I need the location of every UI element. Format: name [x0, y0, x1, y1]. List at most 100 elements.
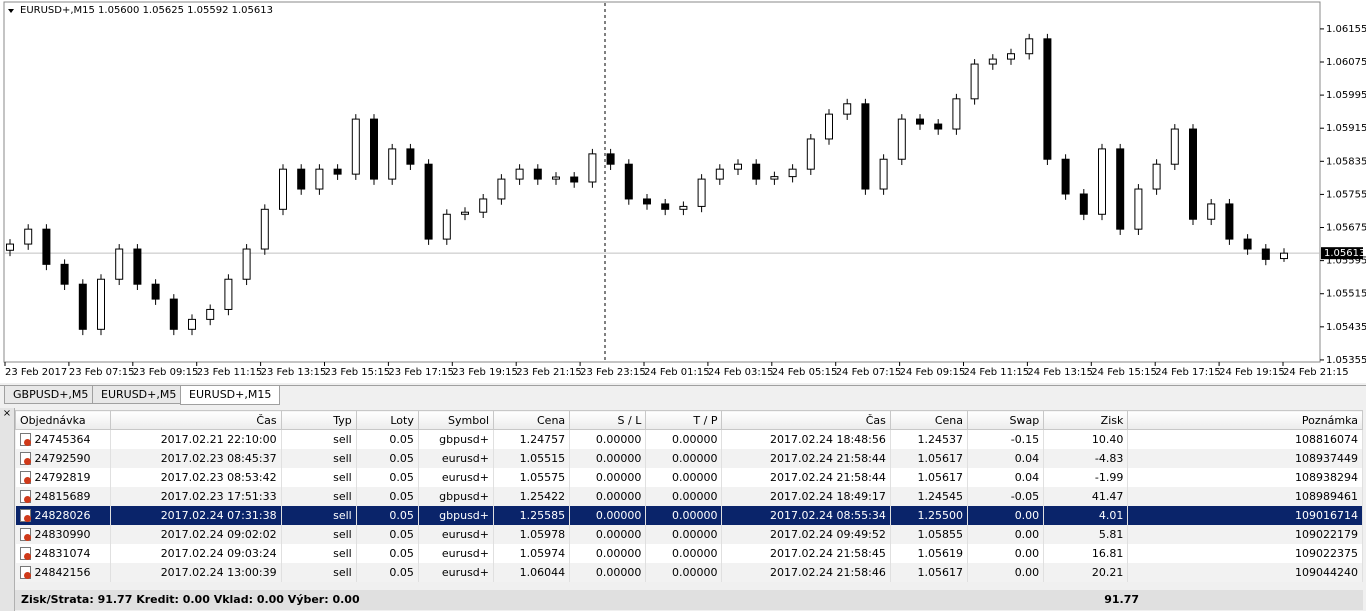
order-row[interactable]: 24745364 2017.02.21 22:10:00 sell 0.05 gbpus…	[15, 429, 1363, 449]
x-tick-label: 24 Feb 17:15	[1155, 367, 1221, 378]
candle-body	[679, 205, 688, 210]
cell-text: sell	[333, 528, 352, 541]
cell-text: 2017.02.24 09:03:24	[160, 547, 277, 560]
cell: 0.00000	[645, 525, 723, 544]
cell: 2017.02.24 21:58:45	[721, 544, 891, 563]
candle-body	[588, 153, 597, 183]
cell-text: sell	[333, 452, 352, 465]
cell-text: 1.24545	[917, 490, 964, 503]
x-tick-label: 23 Feb 19:15	[452, 367, 518, 378]
cell: 2017.02.24 08:55:34	[721, 506, 891, 525]
order-row[interactable]: 24828026 2017.02.24 07:31:38 sell 0.05 gbpus…	[15, 506, 1363, 525]
cell: -0.15	[967, 429, 1045, 449]
tab[interactable]: EURUSD+,M5	[92, 386, 186, 404]
tab[interactable]: GBPUSD+,M5	[4, 386, 98, 404]
column-header[interactable]: Loty	[355, 410, 419, 430]
cell: 2017.02.21 22:10:00	[110, 429, 282, 449]
cell-text: 1.06044	[519, 566, 566, 579]
cell-text: 2017.02.21 22:10:00	[160, 433, 277, 446]
candle-body	[916, 118, 924, 125]
cell: 108938294	[1127, 468, 1363, 487]
column-header[interactable]: Cena	[493, 410, 571, 430]
cell-text: eurusd+	[441, 566, 490, 579]
y-tick-label: 1.05595	[1326, 256, 1366, 267]
candle-body	[206, 308, 215, 320]
cell: 1.05575	[493, 468, 571, 487]
order-row[interactable]: 24831074 2017.02.24 09:03:24 sell 0.05 eurus…	[15, 544, 1363, 563]
column-header[interactable]: Čas	[721, 410, 891, 430]
cell: gbpusd+	[418, 429, 495, 449]
cell-text: 109016714	[1295, 509, 1358, 522]
order-row[interactable]: 24842156 2017.02.24 13:00:39 sell 0.05 eurus…	[15, 563, 1363, 582]
cell: 0.00000	[569, 544, 647, 563]
x-tick-label: 24 Feb 19:15	[1219, 367, 1285, 378]
order-icon	[19, 509, 31, 523]
chart: EURUSD+,M15 1.05600 1.05625 1.05592 1.05…	[0, 0, 1366, 383]
tab[interactable]: EURUSD+,M15	[180, 386, 281, 405]
order-row[interactable]: 24830990 2017.02.24 09:02:02 sell 0.05 eurus…	[15, 525, 1363, 544]
cell: 2017.02.24 09:03:24	[110, 544, 282, 563]
cell-text: 1.24537	[917, 433, 964, 446]
column-header[interactable]: Čas	[110, 410, 282, 430]
x-tick-label: 23 Feb 15:15	[325, 367, 391, 378]
column-header[interactable]: Typ	[280, 410, 357, 430]
y-tick-label: 1.05515	[1326, 289, 1366, 300]
cell-text: sell	[333, 509, 352, 522]
cell-text: -4.83	[1094, 452, 1124, 465]
candle-body	[952, 98, 961, 130]
cell: 109022375	[1127, 544, 1363, 563]
cell: 0.00000	[569, 563, 647, 582]
cell: gbpusd+	[418, 506, 495, 525]
column-header[interactable]: Symbol	[417, 410, 495, 430]
cell-text: 0.04	[1014, 471, 1040, 484]
order-row[interactable]: 24792590 2017.02.23 08:45:37 sell 0.05 eurus…	[15, 449, 1363, 468]
cell-text: 2017.02.24 09:49:52	[769, 528, 886, 541]
cell-text: 2017.02.24 21:58:45	[769, 547, 886, 560]
cell: 2017.02.23 08:45:37	[110, 449, 282, 468]
column-header[interactable]: S / L	[569, 410, 647, 430]
candle-body	[260, 208, 269, 250]
cell-text: 0.00000	[671, 547, 718, 560]
column-header[interactable]: Zisk	[1043, 410, 1129, 430]
x-tick-label: 24 Feb 09:15	[900, 367, 966, 378]
cell-text: 1.25585	[519, 509, 566, 522]
cell: eurusd+	[418, 544, 495, 563]
cell: 0.00	[967, 525, 1045, 544]
cell: 109016714	[1127, 506, 1363, 525]
order-icon	[19, 471, 31, 485]
candle-body	[370, 118, 378, 180]
candle-body	[770, 176, 779, 180]
column-header[interactable]: T / P	[645, 410, 723, 430]
cell: 0.05	[356, 563, 419, 582]
x-tick-label: 23 Feb 09:15	[133, 367, 199, 378]
column-header[interactable]: Swap	[967, 410, 1045, 430]
cell-text: 0.00000	[671, 528, 718, 541]
cell-text: 0.05	[389, 566, 414, 579]
cell: 24815689	[15, 487, 112, 506]
cell-text: 0.00000	[671, 471, 718, 484]
column-header[interactable]: Cena	[889, 410, 969, 430]
cell-text: -0.15	[1010, 433, 1040, 446]
candle-body	[606, 153, 615, 165]
cell-text: 0.00000	[595, 452, 642, 465]
cell: 0.05	[356, 525, 419, 544]
candle-body	[1243, 238, 1252, 250]
y-tick-label: 1.05355	[1326, 355, 1366, 366]
cell: sell	[281, 563, 357, 582]
cell-text: -1.99	[1094, 471, 1124, 484]
cell-text: 24792819	[34, 470, 91, 484]
cell-text: 2017.02.23 17:51:33	[160, 490, 277, 503]
column-header[interactable]: Objednávka	[14, 410, 112, 430]
column-header[interactable]: Poznámka	[1127, 410, 1363, 430]
cell-text: 0.00000	[595, 566, 642, 579]
cell: 0.00000	[569, 487, 647, 506]
candle-body	[42, 228, 51, 265]
cell: sell	[281, 525, 357, 544]
cell: 41.47	[1043, 487, 1129, 506]
cell: 1.25500	[890, 506, 969, 525]
candle-body	[169, 298, 178, 330]
order-row[interactable]: 24792819 2017.02.23 08:53:42 sell 0.05 eurus…	[15, 468, 1363, 487]
cell: 1.05978	[493, 525, 571, 544]
order-row[interactable]: 24815689 2017.02.23 17:51:33 sell 0.05 gbpus…	[15, 487, 1363, 506]
